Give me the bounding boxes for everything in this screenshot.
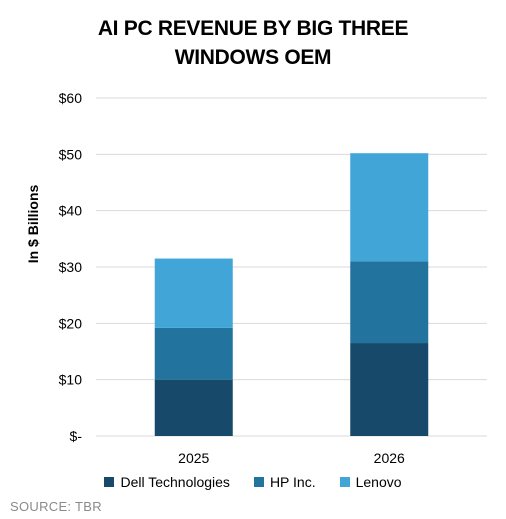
x-tick-labels: 2025 2026 (178, 450, 405, 466)
bars (154, 153, 429, 436)
chart-title-line-1: AI PC REVENUE BY BIG THREE (97, 17, 409, 40)
x-tick-label: 2026 (374, 450, 405, 466)
y-tick-label: $60 (59, 90, 83, 106)
bar-segment-2025-hp-inc (154, 327, 233, 380)
y-tick-label: $- (70, 428, 83, 444)
legend-swatch-hp (253, 477, 264, 487)
legend-swatch-dell (104, 477, 115, 487)
chart-title: AI PC REVENUE BY BIG THREE WINDOWS OEM (0, 14, 506, 72)
y-tick-label: $40 (59, 203, 83, 219)
bar-segment-2026-lenovo (350, 153, 429, 262)
y-tick-label: $30 (59, 259, 83, 275)
y-tick-label: $20 (59, 315, 83, 331)
bar-segment-2025-dell-technologies (154, 379, 233, 436)
legend: Dell Technologies HP Inc. Lenovo (0, 474, 506, 490)
bar-segment-2026-hp-inc (350, 261, 429, 344)
legend-swatch-lenovo (339, 477, 350, 487)
legend-label-lenovo: Lenovo (355, 474, 402, 490)
legend-item-lenovo: Lenovo (339, 474, 402, 490)
bar-segment-2026-dell-technologies (350, 343, 429, 436)
bar-segment-2025-lenovo (154, 258, 233, 328)
y-tick-labels: $- $10 $20 $30 $40 $50 $60 (59, 90, 83, 444)
chart-title-line-2: WINDOWS OEM (174, 46, 332, 69)
gridlines (96, 97, 487, 437)
legend-label-hp: HP Inc. (269, 474, 316, 490)
y-tick-label: $10 (59, 372, 83, 388)
legend-item-dell: Dell Technologies (104, 474, 230, 490)
y-tick-label: $50 (59, 146, 83, 162)
legend-item-hp: HP Inc. (253, 474, 316, 490)
x-tick-label: 2025 (178, 450, 209, 466)
legend-label-dell: Dell Technologies (120, 474, 230, 490)
source-note: SOURCE: TBR (10, 499, 102, 514)
